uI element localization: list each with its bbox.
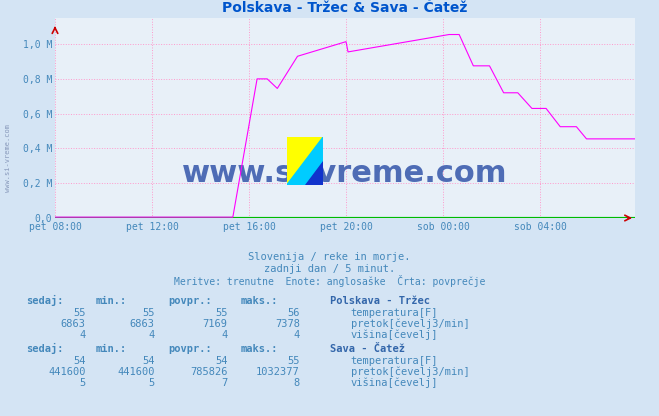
Text: 55: 55 <box>73 308 86 318</box>
Text: 1032377: 1032377 <box>256 367 300 377</box>
Text: višina[čevelj]: višina[čevelj] <box>351 377 438 388</box>
Text: 7169: 7169 <box>202 319 227 329</box>
Text: 7378: 7378 <box>275 319 300 329</box>
Polygon shape <box>287 137 323 185</box>
Title: Polskava - Tržec & Sava - Čatež: Polskava - Tržec & Sava - Čatež <box>222 1 468 15</box>
Polygon shape <box>304 161 323 185</box>
Text: 441600: 441600 <box>117 367 155 377</box>
Text: www.si-vreme.com: www.si-vreme.com <box>183 159 507 188</box>
Text: maks.:: maks.: <box>241 344 278 354</box>
Text: Slovenija / reke in morje.: Slovenija / reke in morje. <box>248 252 411 262</box>
Text: pretok[čevelj3/min]: pretok[čevelj3/min] <box>351 366 469 377</box>
Text: 54: 54 <box>215 356 227 366</box>
Text: 7: 7 <box>221 378 227 388</box>
Text: Sava - Čatež: Sava - Čatež <box>330 344 405 354</box>
Text: 8: 8 <box>294 378 300 388</box>
Text: min.:: min.: <box>96 344 127 354</box>
Text: 785826: 785826 <box>190 367 227 377</box>
Text: www.si-vreme.com: www.si-vreme.com <box>5 124 11 192</box>
Text: temperatura[F]: temperatura[F] <box>351 308 438 318</box>
Text: 54: 54 <box>142 356 155 366</box>
Text: 4: 4 <box>80 330 86 340</box>
Text: Meritve: trenutne  Enote: anglosaške  Črta: povprečje: Meritve: trenutne Enote: anglosaške Črta… <box>174 275 485 287</box>
Text: višina[čevelj]: višina[čevelj] <box>351 329 438 340</box>
Text: 55: 55 <box>215 308 227 318</box>
Polygon shape <box>287 137 323 185</box>
Text: zadnji dan / 5 minut.: zadnji dan / 5 minut. <box>264 265 395 275</box>
Text: 5: 5 <box>149 378 155 388</box>
Text: pretok[čevelj3/min]: pretok[čevelj3/min] <box>351 319 469 329</box>
Text: povpr.:: povpr.: <box>168 296 212 306</box>
Text: temperatura[F]: temperatura[F] <box>351 356 438 366</box>
Text: maks.:: maks.: <box>241 296 278 306</box>
Text: 4: 4 <box>149 330 155 340</box>
Text: min.:: min.: <box>96 296 127 306</box>
Text: sedaj:: sedaj: <box>26 342 64 354</box>
Text: Polskava - Tržec: Polskava - Tržec <box>330 296 430 306</box>
Text: 441600: 441600 <box>48 367 86 377</box>
Text: 4: 4 <box>294 330 300 340</box>
Text: 55: 55 <box>142 308 155 318</box>
Text: sedaj:: sedaj: <box>26 295 64 306</box>
Text: 56: 56 <box>287 308 300 318</box>
Text: 54: 54 <box>73 356 86 366</box>
Text: 6863: 6863 <box>61 319 86 329</box>
Text: 55: 55 <box>287 356 300 366</box>
Text: 6863: 6863 <box>130 319 155 329</box>
Text: 5: 5 <box>80 378 86 388</box>
Text: 4: 4 <box>221 330 227 340</box>
Text: povpr.:: povpr.: <box>168 344 212 354</box>
